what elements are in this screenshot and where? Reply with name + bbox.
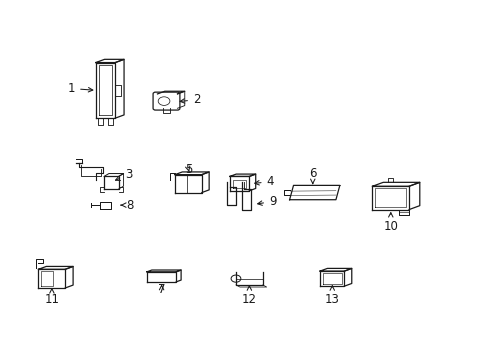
Text: 12: 12 bbox=[242, 286, 256, 306]
Text: 10: 10 bbox=[383, 213, 397, 233]
Text: 4: 4 bbox=[254, 175, 274, 188]
Text: 7: 7 bbox=[158, 283, 165, 296]
FancyBboxPatch shape bbox=[153, 92, 180, 110]
Text: 13: 13 bbox=[324, 286, 339, 306]
Text: 11: 11 bbox=[44, 289, 59, 306]
Text: 2: 2 bbox=[180, 93, 200, 106]
Text: 6: 6 bbox=[308, 167, 316, 184]
Text: 8: 8 bbox=[121, 199, 134, 212]
Text: 9: 9 bbox=[257, 195, 276, 208]
Text: 1: 1 bbox=[67, 82, 93, 95]
Text: 5: 5 bbox=[184, 163, 192, 176]
Text: 3: 3 bbox=[115, 168, 132, 181]
